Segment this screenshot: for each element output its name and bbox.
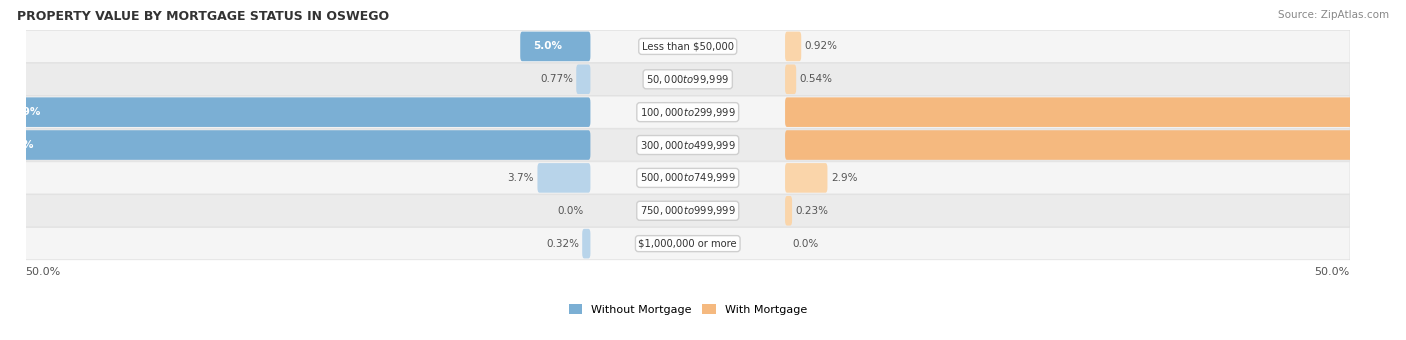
- Text: $100,000 to $299,999: $100,000 to $299,999: [640, 106, 735, 119]
- FancyBboxPatch shape: [582, 229, 591, 258]
- FancyBboxPatch shape: [520, 32, 591, 61]
- FancyBboxPatch shape: [0, 97, 591, 127]
- Text: 48.2%: 48.2%: [1378, 107, 1406, 117]
- Text: $50,000 to $99,999: $50,000 to $99,999: [647, 73, 730, 86]
- FancyBboxPatch shape: [785, 32, 801, 61]
- FancyBboxPatch shape: [537, 163, 591, 193]
- Text: 0.54%: 0.54%: [800, 74, 832, 84]
- Text: 0.0%: 0.0%: [793, 239, 818, 249]
- Text: 5.0%: 5.0%: [533, 41, 562, 51]
- Text: Less than $50,000: Less than $50,000: [641, 41, 734, 51]
- Text: 0.23%: 0.23%: [796, 206, 828, 216]
- Text: $500,000 to $749,999: $500,000 to $749,999: [640, 171, 735, 184]
- FancyBboxPatch shape: [25, 96, 1350, 128]
- Text: 0.0%: 0.0%: [557, 206, 583, 216]
- Text: 0.77%: 0.77%: [540, 74, 572, 84]
- FancyBboxPatch shape: [785, 163, 828, 193]
- Text: 45.4%: 45.4%: [0, 140, 34, 150]
- Text: 2.9%: 2.9%: [831, 173, 858, 183]
- Text: 0.92%: 0.92%: [804, 41, 838, 51]
- Text: PROPERTY VALUE BY MORTGAGE STATUS IN OSWEGO: PROPERTY VALUE BY MORTGAGE STATUS IN OSW…: [17, 10, 389, 23]
- FancyBboxPatch shape: [785, 65, 796, 94]
- FancyBboxPatch shape: [0, 130, 591, 160]
- Text: $300,000 to $499,999: $300,000 to $499,999: [640, 138, 735, 152]
- FancyBboxPatch shape: [785, 130, 1406, 160]
- Text: 44.9%: 44.9%: [4, 107, 41, 117]
- Legend: Without Mortgage, With Mortgage: Without Mortgage, With Mortgage: [564, 300, 811, 319]
- FancyBboxPatch shape: [25, 63, 1350, 96]
- FancyBboxPatch shape: [785, 196, 792, 225]
- Text: $750,000 to $999,999: $750,000 to $999,999: [640, 204, 735, 217]
- Text: 50.0%: 50.0%: [25, 267, 60, 277]
- Text: 0.32%: 0.32%: [546, 239, 579, 249]
- FancyBboxPatch shape: [25, 227, 1350, 260]
- FancyBboxPatch shape: [785, 97, 1406, 127]
- FancyBboxPatch shape: [25, 195, 1350, 227]
- Text: 50.0%: 50.0%: [1315, 267, 1350, 277]
- Text: 3.7%: 3.7%: [508, 173, 534, 183]
- Text: 47.2%: 47.2%: [1365, 140, 1402, 150]
- FancyBboxPatch shape: [25, 129, 1350, 161]
- Text: Source: ZipAtlas.com: Source: ZipAtlas.com: [1278, 10, 1389, 20]
- Text: $1,000,000 or more: $1,000,000 or more: [638, 239, 737, 249]
- FancyBboxPatch shape: [576, 65, 591, 94]
- FancyBboxPatch shape: [25, 162, 1350, 194]
- FancyBboxPatch shape: [25, 30, 1350, 63]
